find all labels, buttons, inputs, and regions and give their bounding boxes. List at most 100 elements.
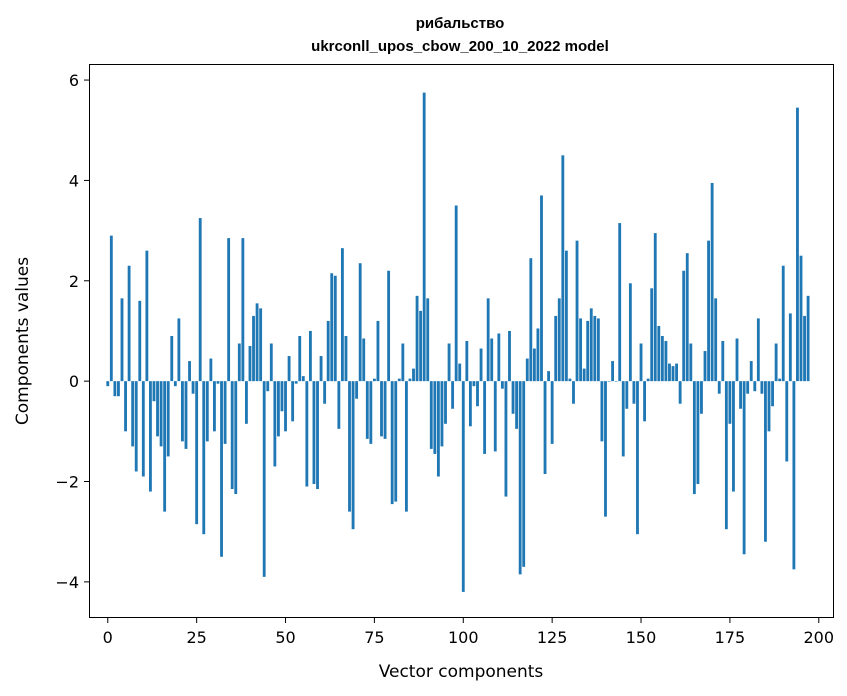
bar-24 (191, 381, 195, 394)
x-tick-label-150: 150 (626, 628, 657, 647)
bar-19 (173, 381, 177, 387)
bar-153 (650, 288, 654, 382)
bar-100 (461, 381, 465, 592)
bar-43 (259, 308, 263, 382)
bar-135 (586, 320, 590, 382)
y-axis-label: Components values (13, 257, 33, 425)
bar-7 (131, 381, 135, 447)
bar-123 (543, 381, 547, 474)
bar-149 (636, 381, 639, 535)
bar-156 (660, 335, 664, 382)
bar-168 (703, 351, 707, 382)
bar-131 (572, 381, 575, 404)
bar-103 (472, 381, 476, 387)
bar-142 (611, 361, 615, 382)
bar-136 (589, 308, 593, 382)
bar-4 (120, 298, 124, 382)
bar-73 (365, 381, 369, 439)
bar-27 (202, 381, 206, 535)
chart-title: рибальство (416, 15, 505, 32)
bar-165 (692, 381, 696, 495)
bar-196 (803, 315, 806, 382)
bar-189 (778, 378, 782, 382)
bar-192 (788, 313, 792, 382)
bar-23 (188, 361, 191, 382)
bar-167 (700, 381, 703, 414)
bar-111 (500, 381, 504, 389)
bar-80 (390, 381, 394, 505)
bar-174 (724, 381, 728, 530)
bar-88 (419, 310, 423, 382)
bar-130 (568, 378, 572, 382)
bar-5 (124, 381, 127, 432)
bar-158 (668, 363, 671, 382)
bar-108 (490, 338, 494, 382)
bar-176 (732, 381, 735, 492)
bar-151 (643, 381, 646, 422)
bar-110 (497, 333, 501, 382)
x-axis-label: Vector components (379, 662, 544, 682)
bar-107 (486, 298, 490, 382)
bar-75 (372, 378, 376, 382)
bar-134 (582, 368, 586, 382)
bar-44 (262, 381, 266, 577)
bar-185 (764, 381, 767, 542)
bar-1 (109, 235, 113, 382)
bar-51 (287, 356, 291, 382)
x-axis-ticks: 0 25 50 75 100 125 150 175 200 (103, 617, 834, 647)
bar-127 (557, 298, 561, 382)
bar-180 (746, 381, 750, 394)
y-tick-label--2: −2 (55, 473, 79, 492)
bar-179 (742, 381, 746, 555)
y-tick-label-0: 0 (69, 372, 79, 391)
bar-144 (618, 223, 622, 382)
y-tick-label-4: 4 (69, 171, 79, 190)
bar-154 (653, 233, 657, 382)
bar-12 (149, 381, 152, 492)
bar-132 (575, 240, 579, 382)
bar-122 (540, 195, 543, 382)
bar-50 (284, 381, 287, 432)
bar-26 (198, 218, 202, 382)
bar-49 (280, 381, 284, 412)
y-tick-label--4: −4 (55, 573, 79, 592)
bar-32 (220, 381, 223, 557)
bar-155 (657, 325, 661, 382)
bar-11 (145, 250, 149, 382)
bar-60 (319, 356, 323, 382)
bar-15 (159, 381, 163, 447)
bar-102 (468, 381, 472, 427)
bar-8 (134, 381, 138, 472)
bar-188 (774, 343, 778, 382)
x-tick-label-50: 50 (275, 628, 295, 647)
x-tick-label-0: 0 (103, 628, 113, 647)
bar-82 (397, 378, 401, 382)
bar-120 (532, 348, 536, 382)
bar-114 (511, 381, 515, 414)
bar-193 (792, 381, 796, 570)
bar-162 (682, 270, 686, 382)
bar-140 (604, 381, 607, 517)
bar-9 (138, 300, 142, 382)
bar-38 (241, 238, 245, 382)
bar-117 (522, 381, 526, 567)
bar-33 (223, 381, 227, 444)
bar-77 (380, 381, 383, 437)
bar-31 (216, 381, 220, 384)
bar-63 (330, 273, 334, 382)
bar-18 (170, 335, 174, 382)
bar-141 (607, 381, 611, 382)
bar-139 (600, 381, 604, 442)
bar-37 (237, 343, 241, 382)
bar-14 (156, 381, 159, 437)
bar-150 (639, 343, 643, 382)
bar-143 (614, 381, 618, 382)
bar-99 (458, 363, 462, 382)
bar-126 (554, 315, 558, 382)
bar-89 (422, 92, 426, 382)
bar-178 (739, 381, 742, 409)
bar-69 (351, 381, 355, 530)
bar-84 (404, 381, 408, 512)
bar-105 (479, 348, 483, 382)
